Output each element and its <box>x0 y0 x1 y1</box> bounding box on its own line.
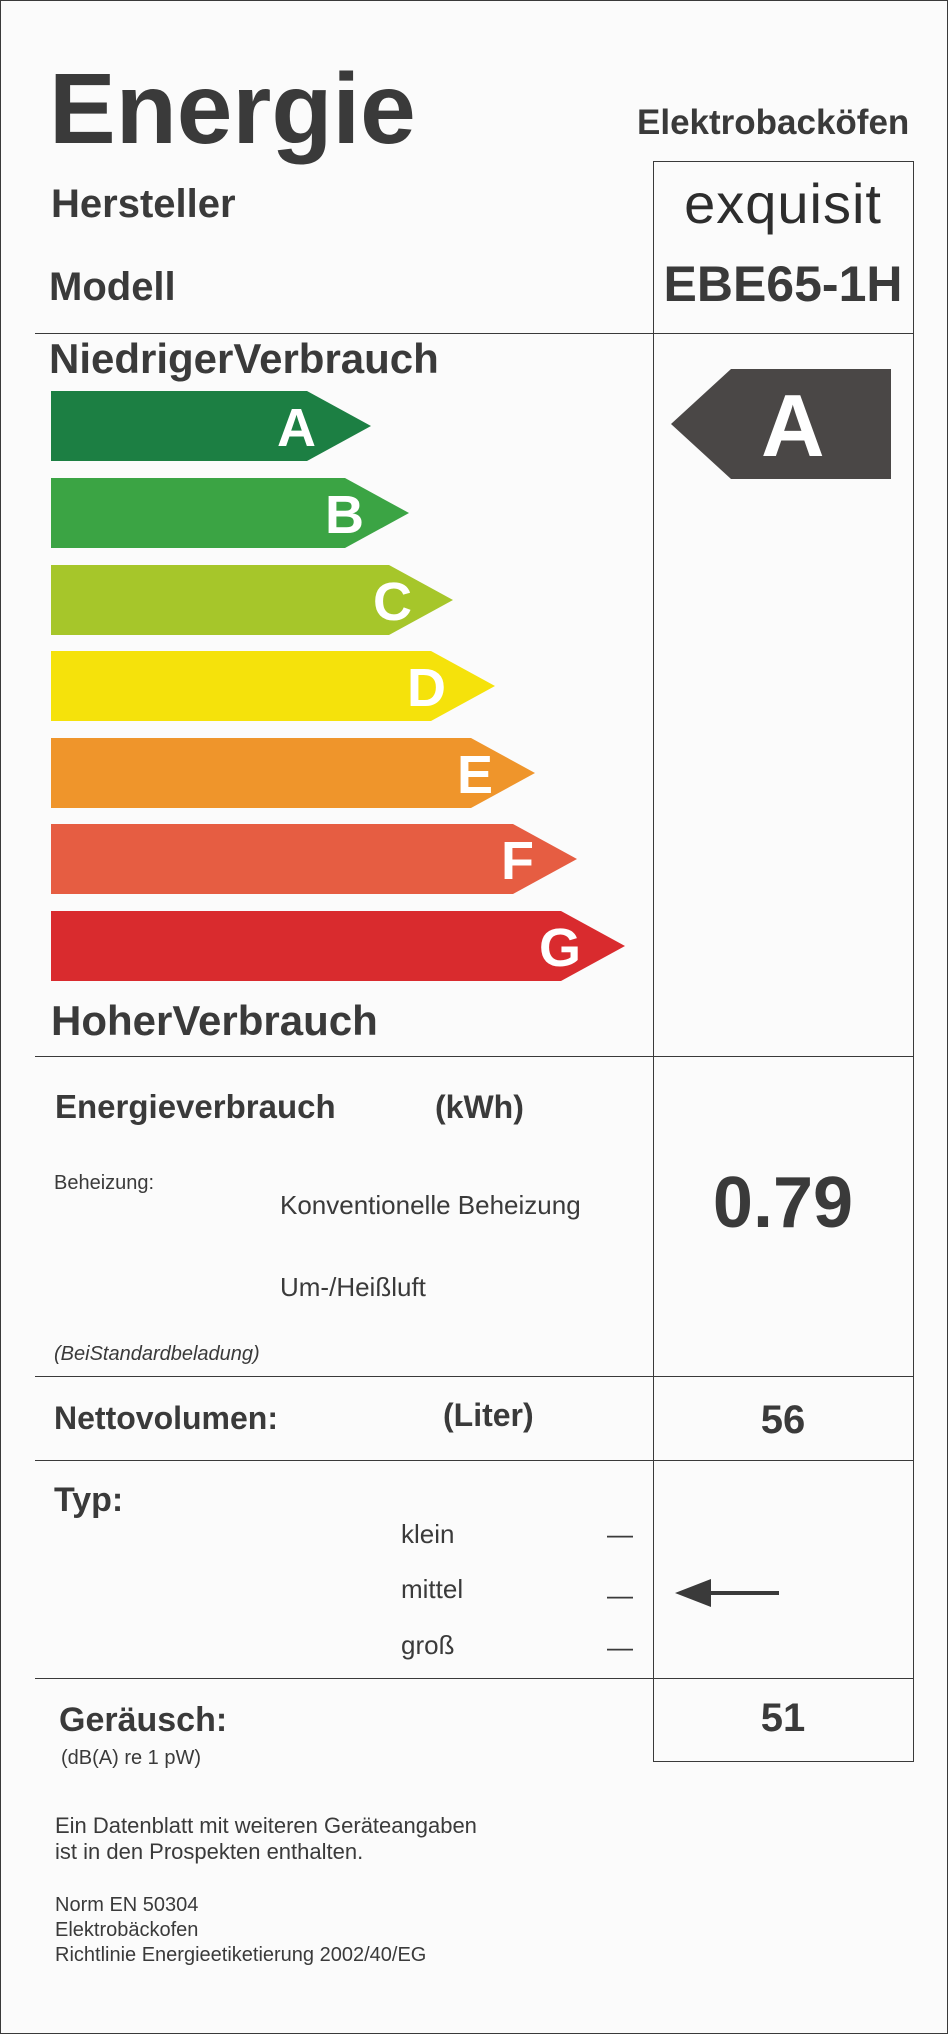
class-bar-g-letter: G <box>539 918 582 978</box>
norm-text: Norm EN 50304 <box>55 1894 199 1916</box>
datasheet-line-1: Ein Datenblatt mit weiteren Geräteangabe… <box>55 1813 477 1838</box>
class-bar-g: G <box>51 911 625 981</box>
type-option-medium: mittel <box>401 1574 464 1604</box>
type-dash-small: — <box>607 1519 633 1549</box>
heating-convection: Um-/Heißluft <box>280 1272 426 1302</box>
model-label: Modell <box>49 265 176 309</box>
class-bar-f: F <box>51 824 577 894</box>
manufacturer-label: Hersteller <box>51 182 236 226</box>
heating-conventional: Konventionelle Beheizung <box>280 1190 581 1220</box>
type-dash-large: — <box>607 1632 633 1662</box>
class-bar-a: A <box>51 391 371 461</box>
noise-value: 51 <box>760 1696 806 1740</box>
manufacturer-logo: exquisit <box>684 172 882 235</box>
datasheet-line-2: ist in den Prospekten enthalten. <box>55 1839 364 1864</box>
class-bar-c: C <box>51 565 453 635</box>
noise-unit: (dB(A) re 1 pW) <box>61 1747 202 1769</box>
volume-unit: (Liter) <box>443 1397 534 1433</box>
standard-load-note: (BeiStandardbeladung) <box>54 1343 260 1365</box>
class-bar-b: B <box>51 478 409 548</box>
class-bar-b-shape <box>51 478 409 548</box>
datasheet-note: Ein Datenblatt mit weiteren Geräteangabe… <box>55 1813 477 1865</box>
selected-type-arrow-icon <box>675 1579 779 1607</box>
class-bar-e-shape <box>51 738 535 808</box>
class-bar-a-shape <box>51 391 371 461</box>
consumption-value: 0.79 <box>712 1163 854 1243</box>
appliance-category: Elektrobacköfen <box>637 103 910 142</box>
rating-letter: A <box>761 376 825 475</box>
class-bar-d: D <box>51 651 495 721</box>
class-bar-a-letter: A <box>277 398 316 458</box>
directive-text: Richtlinie Energieetiketierung 2002/40/E… <box>55 1944 427 1966</box>
class-bar-f-shape <box>51 824 577 894</box>
high-consumption-label: HoherVerbrauch <box>51 997 378 1044</box>
noise-label: Geräusch: <box>59 1701 228 1739</box>
type-option-small: klein <box>401 1519 455 1549</box>
type-dash-medium: — <box>607 1580 633 1610</box>
volume-label: Nettovolumen: <box>54 1400 278 1436</box>
model-number: EBE65-1H <box>663 256 903 312</box>
regulation-info: Norm EN 50304 Elektrobäckofen Richtlinie… <box>55 1893 426 1968</box>
class-bar-f-letter: F <box>501 831 534 891</box>
consumption-unit: (kWh) <box>435 1089 524 1125</box>
low-consumption-label: NiedrigerVerbrauch <box>49 335 439 382</box>
class-bar-c-shape <box>51 565 453 635</box>
label-title: Energie <box>49 53 416 165</box>
class-bar-e: E <box>51 738 535 808</box>
rating-arrow: A <box>671 369 891 479</box>
footer-category: Elektrobäckofen <box>55 1919 199 1941</box>
rating-arrow-shape <box>671 369 891 479</box>
consumption-label: Energieverbrauch <box>55 1088 336 1125</box>
volume-value: 56 <box>760 1398 806 1442</box>
class-bar-d-shape <box>51 651 495 721</box>
type-option-large: groß <box>401 1630 455 1660</box>
class-bar-d-letter: D <box>407 658 446 718</box>
class-bar-b-letter: B <box>325 485 364 545</box>
class-bar-e-letter: E <box>457 745 494 805</box>
type-label: Typ: <box>54 1481 124 1519</box>
class-bar-c-letter: C <box>373 572 412 632</box>
class-bar-g-shape <box>51 911 625 981</box>
heating-label: Beheizung: <box>54 1172 155 1194</box>
